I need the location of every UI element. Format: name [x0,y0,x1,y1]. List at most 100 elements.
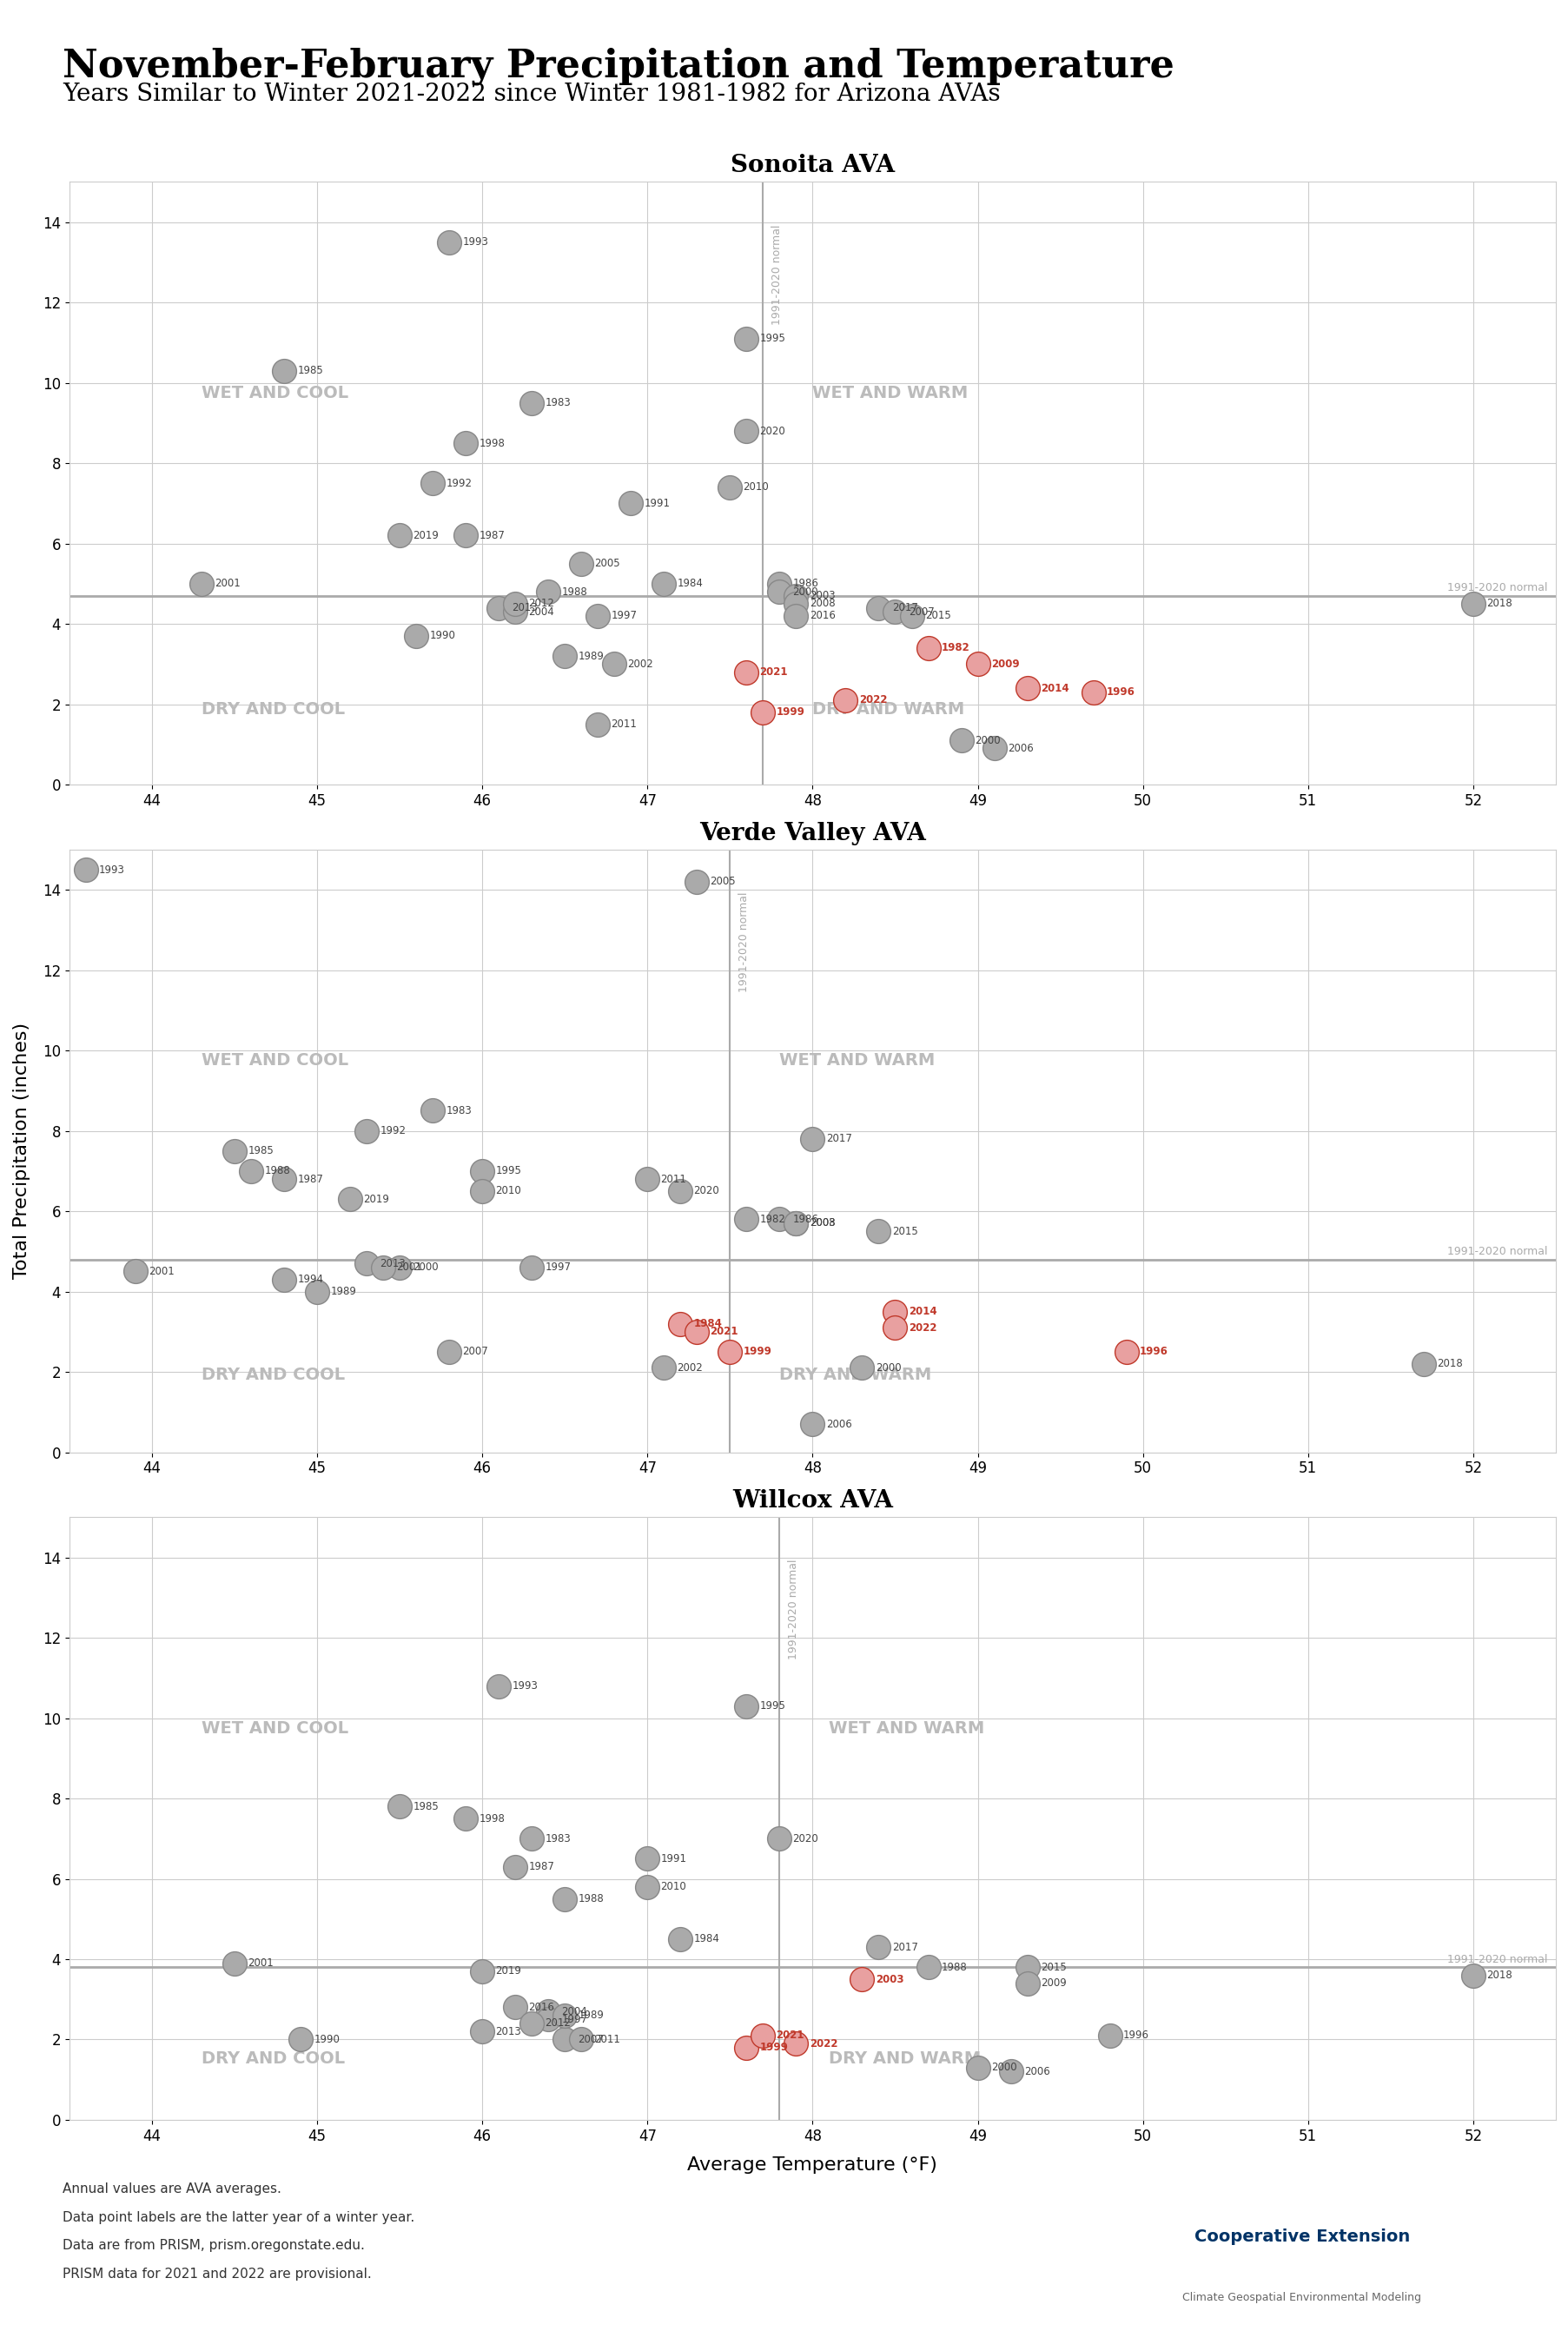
Text: 1993: 1993 [463,237,488,247]
Y-axis label: Total Precipitation (inches): Total Precipitation (inches) [13,1023,30,1279]
Text: 1989: 1989 [577,651,604,661]
Text: 1992: 1992 [445,477,472,489]
Point [536,574,561,611]
Text: 2010: 2010 [743,482,768,494]
Point [354,1112,379,1150]
Text: 1993: 1993 [511,1681,538,1693]
Text: 1985: 1985 [248,1145,273,1157]
Point [536,2001,561,2038]
Text: 1995: 1995 [759,1700,786,1712]
Text: 1991-2020 normal: 1991-2020 normal [1446,1246,1546,1258]
Text: 1998: 1998 [478,437,505,449]
Text: 2001: 2001 [248,1958,273,1968]
Point [569,545,594,583]
Text: 2004: 2004 [528,607,554,618]
Text: 2015: 2015 [1040,1961,1066,1972]
Text: 1999: 1999 [776,708,804,717]
Point [767,1201,792,1239]
Point [800,1119,825,1157]
Point [469,1173,494,1211]
Text: Climate Geospatial Environmental Modeling: Climate Geospatial Environmental Modelin… [1182,2292,1421,2304]
Point [782,576,808,614]
Point [734,1688,759,1726]
Text: 1991-2020 normal: 1991-2020 normal [739,891,750,992]
Point [1014,670,1040,708]
Point [618,484,643,522]
Text: 1983: 1983 [544,1834,571,1843]
Point [436,223,461,261]
Text: PRISM data for 2021 and 2022 are provisional.: PRISM data for 2021 and 2022 are provisi… [63,2266,372,2280]
Point [964,2048,989,2085]
Text: 2021: 2021 [759,665,787,677]
Text: 1987: 1987 [296,1173,323,1185]
Point [122,1253,147,1291]
Text: 2018: 2018 [1436,1359,1461,1371]
Text: 1997: 1997 [612,611,637,621]
Point [883,1310,908,1347]
Point [420,1091,445,1128]
Point [502,592,527,630]
Text: November-February Precipitation and Temperature: November-February Precipitation and Temp… [63,47,1174,85]
Text: 1991: 1991 [660,1853,687,1864]
Point [519,1248,544,1286]
Text: 2021: 2021 [710,1326,739,1338]
Point [552,2022,577,2059]
Point [502,1989,527,2027]
Point [750,694,775,731]
Point [469,1951,494,1989]
Text: 2006: 2006 [825,1418,851,1429]
Point [469,2012,494,2050]
Text: 2011: 2011 [594,2034,621,2045]
Point [782,2024,808,2062]
Text: 1984: 1984 [693,1319,721,1328]
Point [982,729,1007,766]
Text: 2015: 2015 [925,611,950,621]
Point [271,1161,296,1199]
Text: DRY AND COOL: DRY AND COOL [201,701,345,717]
Text: 2009: 2009 [991,658,1019,670]
Text: 1986: 1986 [792,1213,818,1225]
Point [188,564,213,602]
Text: 2007: 2007 [577,2034,604,2045]
Point [800,1406,825,1444]
Text: 2000: 2000 [412,1262,439,1274]
Point [289,2022,314,2059]
Point [866,1928,891,1965]
Text: 2014: 2014 [1040,682,1068,694]
Text: 2001: 2001 [397,1262,422,1274]
Point [635,1161,660,1199]
Text: 1996: 1996 [1138,1347,1168,1357]
Text: 2011: 2011 [612,719,637,731]
Point [387,517,412,555]
Text: 2016: 2016 [809,611,834,621]
Point [717,1333,742,1371]
Point [782,585,808,623]
Title: Verde Valley AVA: Verde Valley AVA [699,823,925,844]
Point [734,2029,759,2067]
Text: 2003: 2003 [809,1218,834,1230]
Text: WET AND WARM: WET AND WARM [812,386,967,402]
Point [453,423,478,461]
Point [519,383,544,421]
Point [354,1244,379,1281]
Point [668,1921,693,1958]
Point [734,411,759,449]
Point [569,2022,594,2059]
Text: 2005: 2005 [594,557,619,569]
Point [883,592,908,630]
Text: 1990: 1990 [430,630,455,642]
Text: 2022: 2022 [908,1321,936,1333]
Text: 2022: 2022 [809,2038,837,2050]
Point [964,644,989,682]
Point [271,353,296,390]
Text: 2009: 2009 [1040,1977,1066,1989]
Text: DRY AND WARM: DRY AND WARM [779,1366,931,1382]
Text: 1984: 1984 [677,578,702,590]
Point [668,1173,693,1211]
Text: 2012: 2012 [544,2017,571,2029]
Point [585,705,610,743]
Text: 1985: 1985 [296,364,323,376]
Point [370,1248,395,1286]
Text: Data are from PRISM, prism.oregonstate.edu.: Data are from PRISM, prism.oregonstate.e… [63,2238,365,2252]
Point [221,1944,246,1982]
